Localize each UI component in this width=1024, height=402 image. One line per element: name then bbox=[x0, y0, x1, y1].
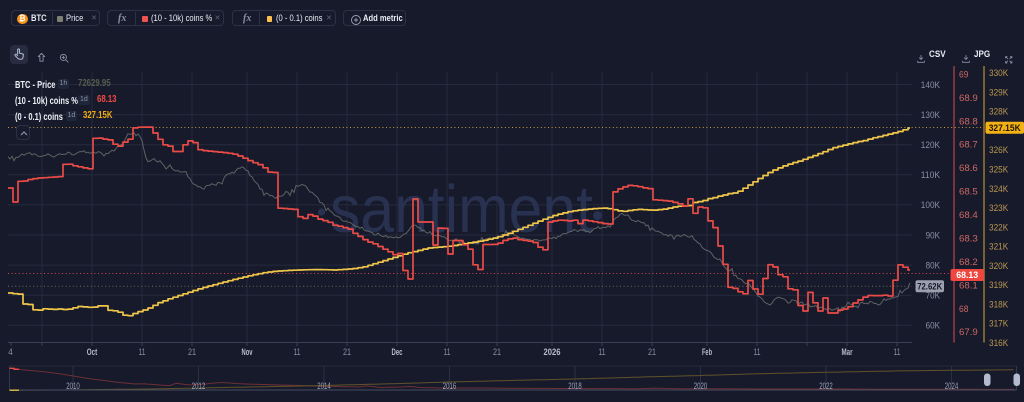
svg-text:68.9: 68.9 bbox=[959, 93, 978, 103]
svg-text:322K: 322K bbox=[989, 222, 1008, 232]
svg-text:320K: 320K bbox=[989, 261, 1008, 271]
svg-text:327.15K: 327.15K bbox=[989, 123, 1021, 133]
svg-text:2016: 2016 bbox=[443, 381, 457, 391]
svg-text:328K: 328K bbox=[989, 107, 1008, 117]
svg-text:11: 11 bbox=[754, 347, 761, 358]
svg-text:329K: 329K bbox=[989, 87, 1008, 97]
svg-text:69: 69 bbox=[959, 69, 968, 79]
svg-text:2018: 2018 bbox=[568, 381, 582, 391]
svg-text:317K: 317K bbox=[989, 319, 1008, 329]
svg-text:80K: 80K bbox=[926, 260, 941, 271]
svg-text:68.6: 68.6 bbox=[959, 163, 978, 173]
svg-text:68.2: 68.2 bbox=[959, 257, 978, 267]
svg-text:21: 21 bbox=[188, 347, 196, 358]
svg-text:santiment: santiment bbox=[330, 172, 593, 247]
svg-text:2022: 2022 bbox=[819, 381, 833, 391]
svg-text:21: 21 bbox=[343, 347, 351, 358]
svg-text:318K: 318K bbox=[989, 299, 1008, 309]
svg-text:2024: 2024 bbox=[945, 381, 959, 391]
svg-text:60K: 60K bbox=[926, 321, 941, 332]
svg-text:90K: 90K bbox=[926, 230, 941, 241]
svg-text:Oct: Oct bbox=[87, 347, 98, 358]
svg-text:11: 11 bbox=[294, 347, 301, 358]
svg-text:11: 11 bbox=[599, 347, 606, 358]
svg-text:68.5: 68.5 bbox=[959, 187, 978, 197]
svg-text:Mar: Mar bbox=[842, 347, 853, 358]
svg-text:Feb: Feb bbox=[702, 347, 712, 358]
svg-text:2012: 2012 bbox=[192, 381, 206, 391]
svg-text:68.8: 68.8 bbox=[959, 116, 978, 126]
svg-text:2026: 2026 bbox=[544, 347, 561, 358]
svg-text:324K: 324K bbox=[989, 184, 1008, 194]
svg-text:67.9: 67.9 bbox=[959, 327, 978, 337]
svg-text:68.4: 68.4 bbox=[959, 210, 978, 220]
svg-text:130K: 130K bbox=[921, 110, 941, 121]
svg-text:321K: 321K bbox=[989, 242, 1008, 252]
svg-text:68.1: 68.1 bbox=[959, 280, 978, 290]
svg-text:70K: 70K bbox=[926, 291, 941, 302]
svg-text:68: 68 bbox=[959, 304, 968, 314]
svg-text:326K: 326K bbox=[989, 145, 1008, 155]
svg-text:2020: 2020 bbox=[694, 381, 708, 391]
svg-text:2014: 2014 bbox=[317, 381, 331, 391]
svg-text:4: 4 bbox=[8, 347, 13, 358]
svg-text:Nov: Nov bbox=[242, 347, 253, 358]
svg-text:330K: 330K bbox=[989, 68, 1008, 78]
svg-text:11: 11 bbox=[444, 347, 451, 358]
svg-text:140K: 140K bbox=[921, 80, 941, 91]
svg-text:21: 21 bbox=[493, 347, 501, 358]
svg-text:21: 21 bbox=[648, 347, 656, 358]
svg-text:11: 11 bbox=[139, 347, 146, 358]
svg-text:319K: 319K bbox=[989, 280, 1008, 290]
svg-text:68.7: 68.7 bbox=[959, 140, 978, 150]
svg-text:72.62K: 72.62K bbox=[917, 281, 942, 291]
svg-text:2010: 2010 bbox=[66, 381, 80, 391]
svg-text:323K: 323K bbox=[989, 203, 1008, 213]
svg-text:316K: 316K bbox=[989, 338, 1008, 348]
svg-text:110K: 110K bbox=[921, 170, 941, 181]
svg-text:120K: 120K bbox=[921, 140, 941, 151]
svg-text:Dec: Dec bbox=[392, 347, 403, 358]
svg-text:11: 11 bbox=[894, 347, 901, 358]
svg-text:325K: 325K bbox=[989, 165, 1008, 175]
svg-text:68.13: 68.13 bbox=[956, 270, 978, 280]
svg-text:100K: 100K bbox=[921, 200, 941, 211]
svg-text:68.3: 68.3 bbox=[959, 233, 978, 243]
